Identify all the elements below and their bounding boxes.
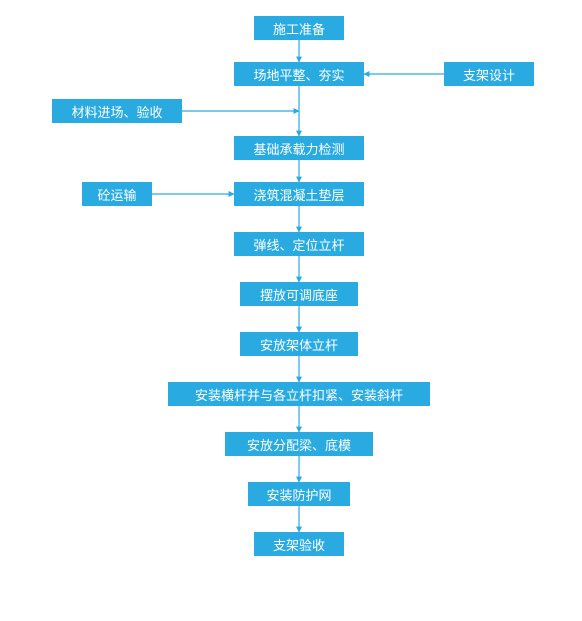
flow-node-n1: 施工准备 (254, 16, 344, 40)
flow-node-n2: 场地平整、夯实 (234, 62, 364, 86)
flow-node-label: 安装横杆并与各立杆扣紧、安装斜杆 (195, 385, 403, 404)
flow-node-n2l: 材料进场、验收 (52, 99, 182, 123)
flow-node-n3: 基础承载力检测 (234, 136, 364, 160)
flow-node-n7: 安放架体立杆 (240, 332, 358, 356)
flow-node-label: 材料进场、验收 (71, 102, 162, 121)
flow-node-label: 支架设计 (463, 65, 515, 84)
flow-node-n9: 安放分配梁、底模 (225, 432, 373, 456)
flow-node-n6: 摆放可调底座 (240, 282, 358, 306)
edges-layer (0, 0, 582, 621)
flow-node-label: 基础承载力检测 (253, 139, 344, 158)
flow-node-n4l: 砼运输 (82, 182, 152, 206)
flow-node-label: 安放分配梁、底模 (247, 435, 351, 454)
flow-node-n8: 安装横杆并与各立杆扣紧、安装斜杆 (168, 382, 430, 406)
flow-node-n10: 安装防护网 (248, 482, 350, 506)
flow-node-label: 浇筑混凝土垫层 (253, 185, 344, 204)
flow-node-label: 安装防护网 (266, 485, 331, 504)
flow-node-n2r: 支架设计 (444, 62, 534, 86)
flow-node-label: 施工准备 (273, 19, 325, 38)
flow-node-n5: 弹线、定位立杆 (234, 232, 364, 256)
flow-node-label: 场地平整、夯实 (253, 65, 344, 84)
flow-node-label: 支架验收 (273, 535, 325, 554)
flow-node-label: 砼运输 (97, 185, 136, 204)
flow-node-label: 摆放可调底座 (260, 285, 338, 304)
flow-node-n4: 浇筑混凝土垫层 (234, 182, 364, 206)
flow-node-label: 安放架体立杆 (260, 335, 338, 354)
flow-node-label: 弹线、定位立杆 (253, 235, 344, 254)
flow-node-n11: 支架验收 (254, 532, 344, 556)
